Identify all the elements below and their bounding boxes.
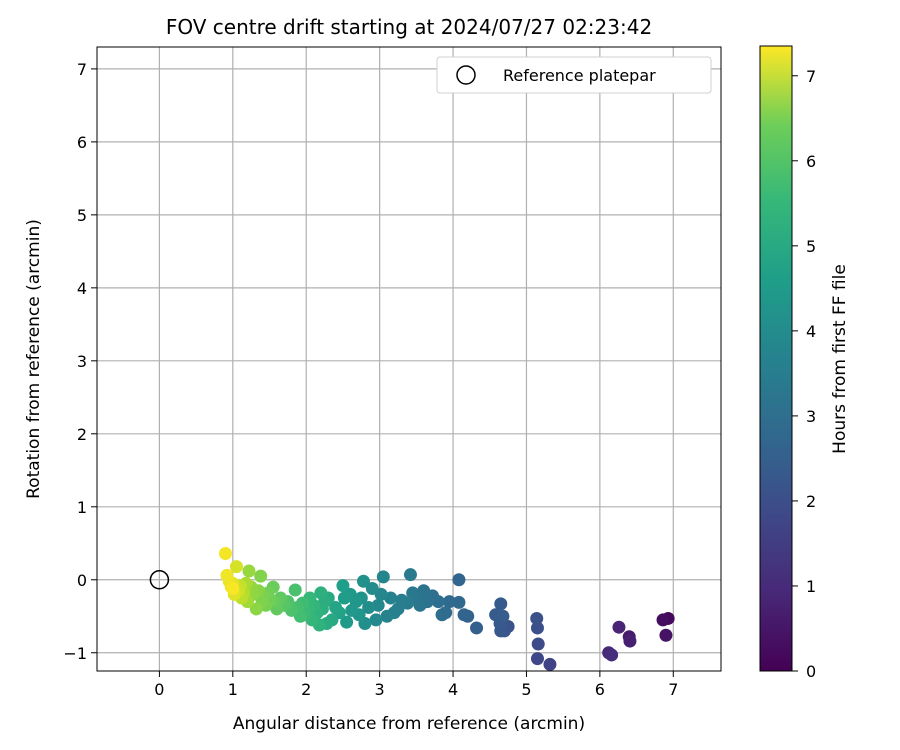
data-point <box>340 615 354 629</box>
x-tick-label: 0 <box>154 680 164 699</box>
y-axis-label: Rotation from reference (arcmin) <box>24 219 44 499</box>
data-point <box>242 564 256 578</box>
legend-entry-label: Reference platepar <box>503 66 656 85</box>
data-point <box>452 573 466 587</box>
data-point <box>337 591 351 605</box>
y-tick-label: 0 <box>77 571 87 590</box>
data-point <box>345 603 359 617</box>
data-point <box>369 613 383 627</box>
colorbar-gradient <box>759 45 793 672</box>
x-tick-label: 6 <box>595 680 605 699</box>
colorbar-label: Hours from first FF file <box>830 264 850 454</box>
data-point <box>530 652 544 666</box>
grid-lines <box>97 47 721 671</box>
data-point <box>656 613 670 627</box>
data-point <box>249 602 263 616</box>
data-point <box>435 608 449 622</box>
x-tick-label: 3 <box>375 680 385 699</box>
data-point <box>494 597 508 611</box>
data-point <box>530 611 544 625</box>
data-point <box>406 586 420 600</box>
data-point <box>470 621 484 635</box>
colorbar-tick-label: 7 <box>806 67 816 86</box>
colorbar-tick-label: 3 <box>806 407 816 426</box>
y-tick-label: 1 <box>77 498 87 517</box>
data-point <box>623 634 637 648</box>
colorbar-tick-label: 6 <box>806 152 816 171</box>
data-point <box>365 582 379 596</box>
chart-title: FOV centre drift starting at 2024/07/27 … <box>166 15 652 39</box>
y-tick-label: 5 <box>77 206 87 225</box>
data-point <box>362 601 376 615</box>
colorbar-tick-label: 2 <box>806 492 816 511</box>
data-point <box>376 570 390 584</box>
y-tick-label: 3 <box>77 352 87 371</box>
data-point <box>380 609 394 623</box>
x-axis-label: Angular distance from reference (arcmin) <box>233 714 585 734</box>
y-axis-ticks: −1 0 1 2 3 4 5 6 7 <box>63 60 97 663</box>
data-point <box>288 583 302 597</box>
y-tick-label: 4 <box>77 279 87 298</box>
data-point <box>218 546 232 560</box>
colorbar-tick-label: 0 <box>806 662 816 681</box>
y-tick-label: 2 <box>77 425 87 444</box>
data-point <box>254 569 268 583</box>
data-point <box>605 648 619 662</box>
x-tick-label: 7 <box>668 680 678 699</box>
x-tick-label: 5 <box>521 680 531 699</box>
data-point <box>336 579 350 593</box>
data-point <box>403 568 417 582</box>
data-point <box>531 637 545 651</box>
data-point <box>442 595 456 609</box>
x-tick-label: 1 <box>228 680 238 699</box>
legend-marker-icon <box>456 65 476 85</box>
colorbar-ticks: 0 1 2 3 4 5 6 7 <box>792 67 816 681</box>
y-tick-label: 6 <box>77 133 87 152</box>
x-tick-label: 2 <box>301 680 311 699</box>
plot-frame <box>96 46 722 672</box>
legend: Reference platepar <box>436 56 712 94</box>
legend-box <box>436 56 712 94</box>
colorbar-tick-label: 4 <box>806 322 816 341</box>
data-point <box>220 568 234 582</box>
data-point <box>329 601 343 615</box>
reference-platepar-marker <box>149 570 170 590</box>
x-tick-label: 4 <box>448 680 458 699</box>
data-point <box>612 620 626 634</box>
colorbar-tick-label: 1 <box>806 577 816 596</box>
data-point <box>530 621 544 635</box>
data-point <box>452 595 466 609</box>
data-point <box>356 574 370 588</box>
data-point <box>543 657 557 671</box>
colorbar: 0 1 2 3 4 5 6 7 Hours from first FF file <box>759 45 850 681</box>
data-point <box>229 560 243 574</box>
y-tick-label: 7 <box>77 60 87 79</box>
data-point <box>659 628 673 642</box>
data-point <box>496 609 510 623</box>
data-points <box>218 546 675 671</box>
data-point <box>457 608 471 622</box>
colorbar-tick-label: 5 <box>806 237 816 256</box>
data-point <box>314 586 328 600</box>
x-axis-ticks: 0 1 2 3 4 5 6 7 <box>154 671 678 699</box>
y-tick-label: −1 <box>63 644 87 663</box>
data-point <box>226 582 240 596</box>
